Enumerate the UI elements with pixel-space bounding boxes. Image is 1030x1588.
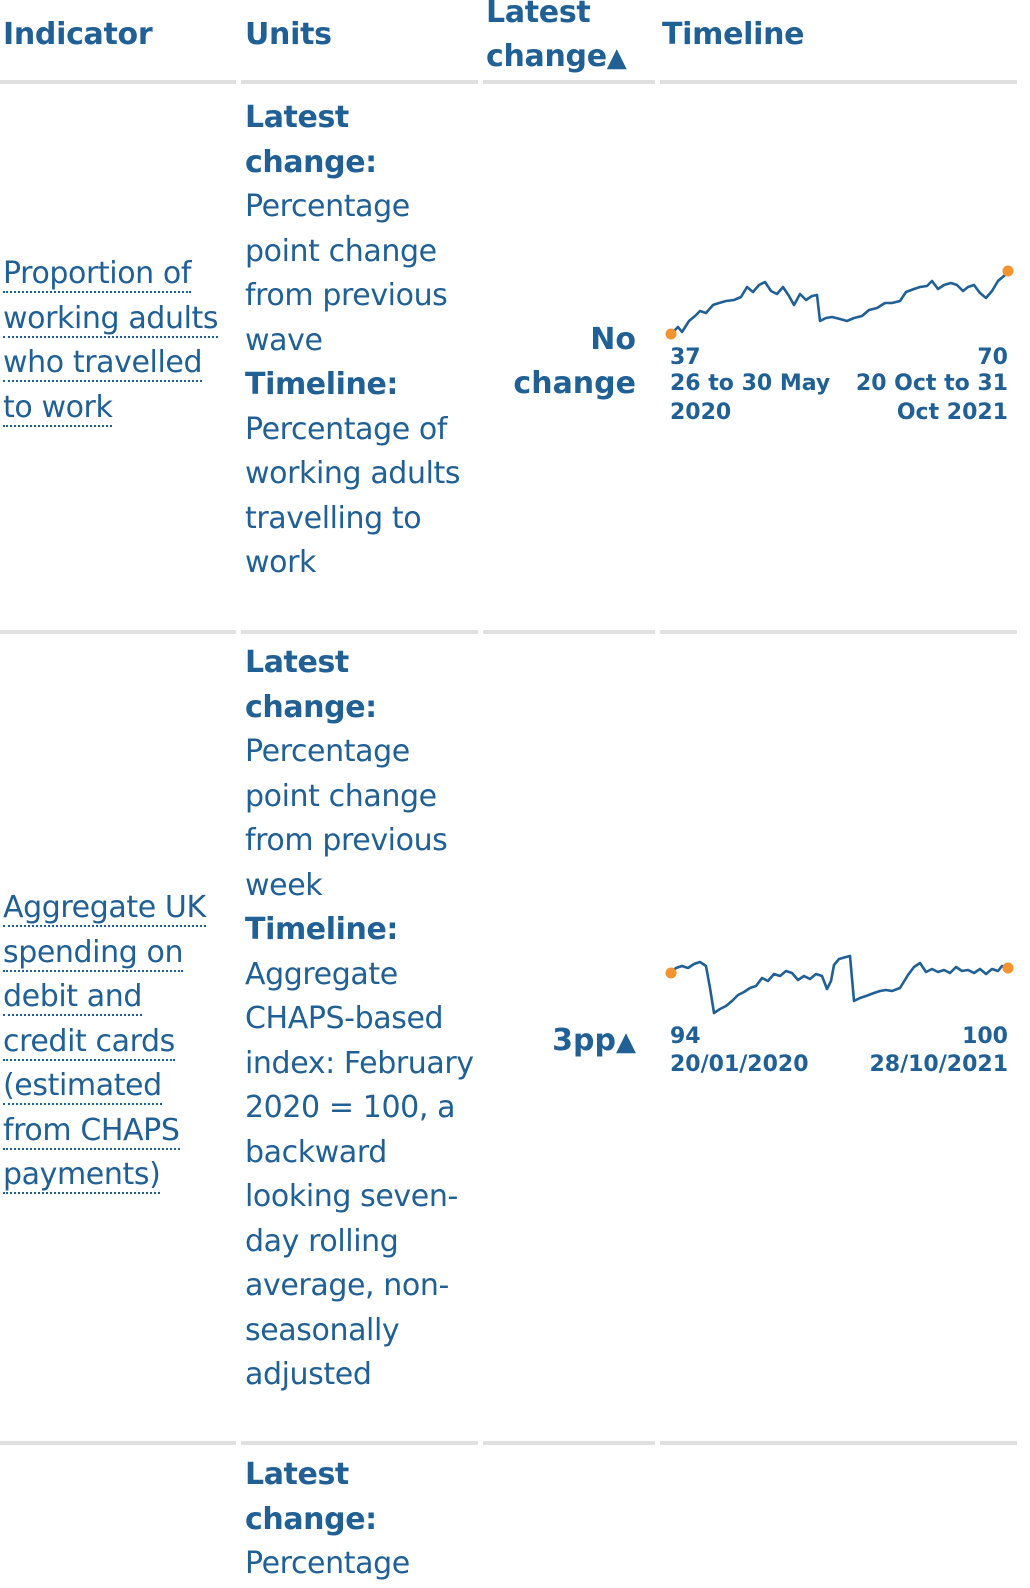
latest-change-units: Percentage point change from previous wa… <box>245 189 448 358</box>
column-header-latest-change-text: change <box>486 39 607 74</box>
latest-change-units: Percentage <box>245 1546 410 1581</box>
sparkline-start-date-line1: 26 to 30 May <box>670 371 831 396</box>
increase-arrow-icon: ▲ <box>616 1027 636 1057</box>
row-rule <box>0 1441 236 1445</box>
latest-change-value: No change <box>490 318 636 406</box>
latest-change-units: Percentage point change from previous we… <box>245 734 448 903</box>
indicator-link-card-spending[interactable]: Aggregate UK spending on debit and credi… <box>3 886 229 1198</box>
indicator-link-text: Aggregate UK spending on debit and credi… <box>3 890 206 1194</box>
row-rule <box>483 630 655 634</box>
header-rule <box>483 80 655 84</box>
header-rule <box>241 80 478 84</box>
column-header-indicator: Indicator <box>3 17 153 52</box>
column-header-timeline: Timeline <box>662 17 805 52</box>
sparkline-end-date: 28/10/2021 <box>869 1052 1008 1077</box>
sparkline-end-marker <box>1002 962 1014 974</box>
row-rule <box>483 1441 655 1445</box>
column-header-units: Units <box>245 17 332 52</box>
sparkline-chart <box>665 954 1014 1015</box>
indicator-link-travel-to-work[interactable]: Proportion of working adults who travell… <box>3 252 229 430</box>
row-rule <box>241 630 478 634</box>
sparkline-line <box>670 270 1010 335</box>
row-rule <box>0 630 236 634</box>
sparkline-chart <box>665 265 1014 340</box>
column-header-latest-change[interactable]: Latest change▲ <box>486 0 646 80</box>
sparkline-start-date: 26 to 30 May 2020 <box>670 369 830 427</box>
units-cell: Latest change: Percentage point change f… <box>245 641 477 1398</box>
latest-change-line2: change <box>513 366 636 401</box>
latest-change-label: Latest change: <box>245 100 377 180</box>
timeline-label: Timeline: <box>245 912 399 947</box>
latest-change-text: 3pp <box>552 1023 616 1058</box>
timeline-label: Timeline: <box>245 367 399 402</box>
sparkline-start-date-line2: 2020 <box>670 400 732 425</box>
latest-change-line1: No <box>590 322 636 357</box>
sparkline-card-spending: 94 20/01/2020 100 28/10/2021 <box>664 935 1016 1085</box>
sparkline-end-date: 20 Oct to 31 Oct 2021 <box>856 369 1008 427</box>
sort-ascending-icon: ▲ <box>606 43 627 73</box>
sparkline-end-marker <box>1002 265 1014 277</box>
sparkline-start-marker <box>665 967 677 979</box>
column-header-latest-change-line1: Latest <box>486 0 591 30</box>
sparkline-end-value: 100 <box>962 1024 1008 1049</box>
row-rule <box>241 1441 478 1445</box>
column-header-latest-change-line2: change▲ <box>486 35 646 80</box>
sparkline-end-value: 70 <box>977 345 1008 370</box>
timeline-units: Aggregate CHAPS-based index: February 20… <box>245 956 474 1393</box>
latest-change-label: Latest change: <box>245 1457 377 1537</box>
units-cell: Latest change: Percentage <box>245 1453 477 1587</box>
latest-change-label: Latest change: <box>245 645 377 725</box>
sparkline-start-marker <box>665 328 677 340</box>
sparkline-end-date-line2: Oct 2021 <box>896 400 1008 425</box>
sparkline-travel-to-work: 37 26 to 30 May 2020 70 20 Oct to 31 Oct… <box>664 255 1016 435</box>
sparkline-start-date: 20/01/2020 <box>670 1052 809 1077</box>
sparkline-start-value: 37 <box>670 345 701 370</box>
latest-change-value: 3pp▲ <box>490 1019 636 1064</box>
indicator-link-text: Proportion of working adults who travell… <box>3 256 219 427</box>
timeline-units: Percentage of working adults travelling … <box>245 411 461 581</box>
sparkline-end-date-line1: 20 Oct to 31 <box>855 371 1008 396</box>
sparkline-start-value: 94 <box>670 1024 701 1049</box>
header-rule <box>660 80 1017 84</box>
sparkline-line <box>670 954 1009 1015</box>
row-rule <box>660 630 1017 634</box>
header-rule <box>0 80 236 84</box>
row-rule <box>660 1441 1017 1445</box>
units-cell: Latest change: Percentage point change f… <box>245 96 477 586</box>
